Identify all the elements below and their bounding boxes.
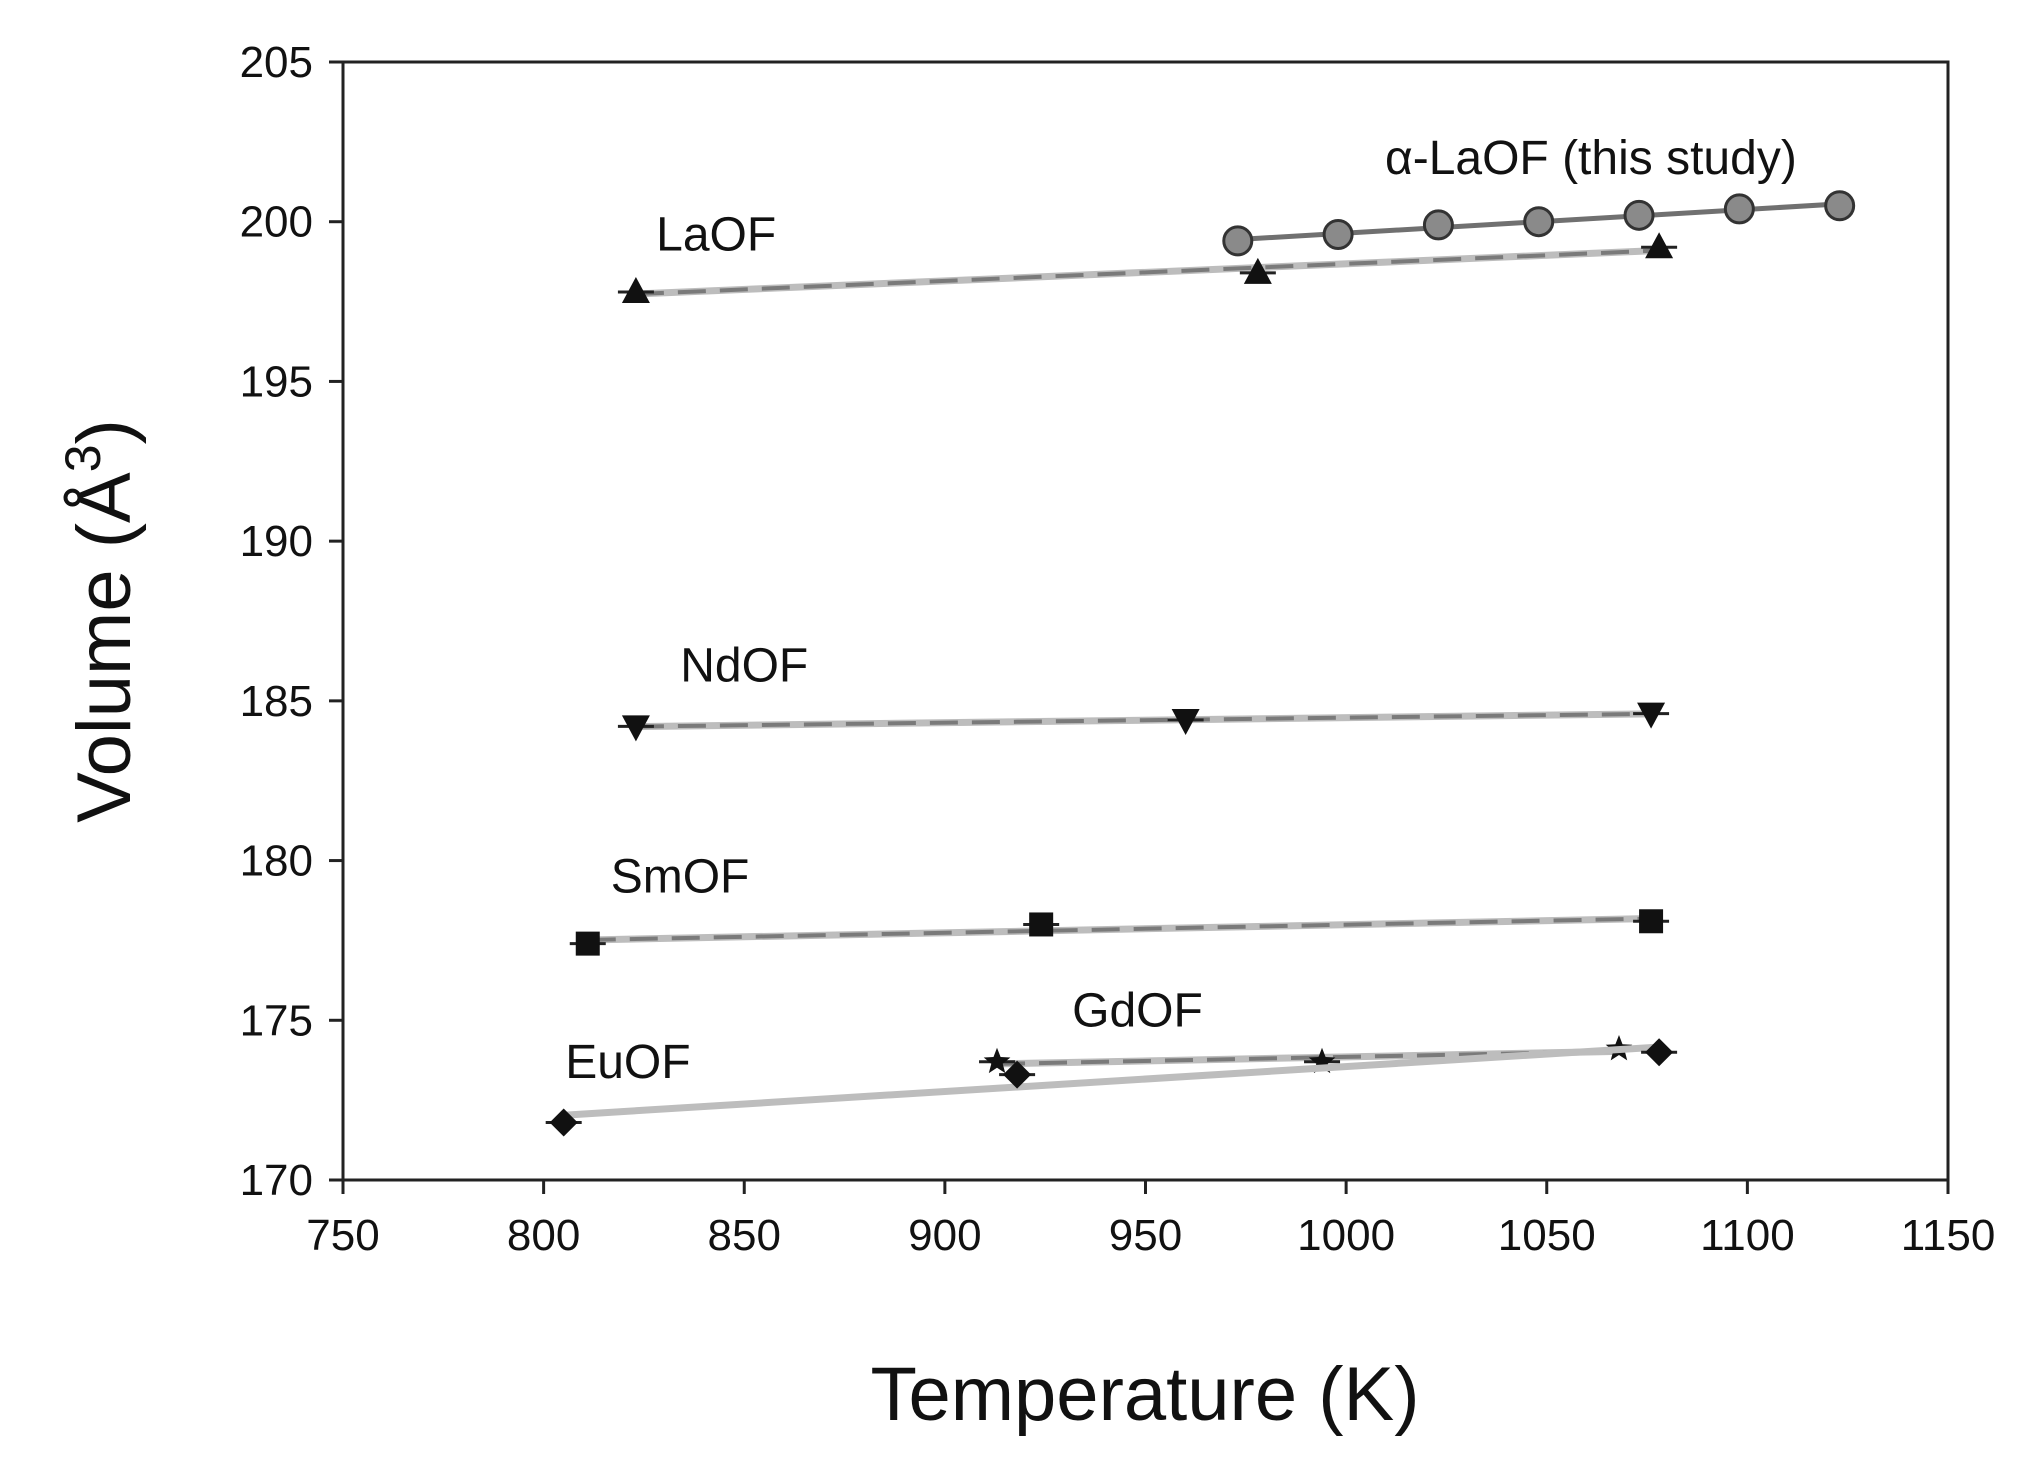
data-point [1723, 193, 1755, 225]
fit-line [587, 916, 1652, 942]
x-tick-label: 750 [306, 1211, 379, 1260]
y-axis-title-main: Volume (Å [62, 472, 147, 823]
data-point [1623, 199, 1655, 231]
data-point [1003, 1060, 1032, 1089]
data-point [1824, 190, 1856, 222]
series-label: α-LaOF (this study) [1385, 132, 1797, 185]
series-layer [545, 190, 1856, 1137]
series-label: LaOF [656, 208, 776, 261]
x-tick-label: 900 [908, 1211, 981, 1260]
y-axis-title-superscript: 3 [55, 444, 111, 472]
y-tick-label: 180 [240, 837, 313, 886]
x-axis-ticks: 750 800 850 900 950 1000 1050 1100 1150 [306, 1180, 1995, 1260]
data-point [1171, 709, 1200, 736]
x-tick-label: 1000 [1297, 1211, 1395, 1260]
y-axis-title-close: ) [62, 419, 147, 444]
data-point [1422, 209, 1454, 241]
x-axis-title: Temperature (K) [870, 1352, 1419, 1437]
data-point [1645, 232, 1674, 259]
series-laof-this-study [1222, 190, 1856, 257]
series-ndof [617, 702, 1670, 742]
series-label: EuOF [565, 1036, 690, 1089]
data-point [1645, 1038, 1674, 1067]
series-smof [569, 909, 1670, 956]
y-tick-label: 200 [240, 198, 313, 247]
x-tick-label: 850 [708, 1211, 781, 1260]
data-point [621, 715, 650, 742]
x-tick-label: 1150 [1901, 1211, 1996, 1260]
data-point [1639, 909, 1664, 934]
series-label: SmOF [611, 851, 750, 904]
x-tick-label: 950 [1109, 1211, 1182, 1260]
data-point [983, 1047, 1011, 1074]
series-euof [545, 1038, 1678, 1137]
y-axis-title: Volume (Å3) [55, 419, 147, 823]
fit-line [635, 711, 1652, 729]
data-point [1523, 206, 1555, 238]
data-point [1243, 257, 1272, 284]
y-tick-label: 170 [240, 1156, 313, 1205]
data-point [1222, 225, 1254, 257]
data-point [575, 931, 600, 956]
x-tick-label: 800 [507, 1211, 580, 1260]
y-axis-ticks: 170 175 180 185 190 195 200 205 [240, 38, 343, 1205]
fit-line [563, 1043, 1660, 1119]
data-point [1322, 218, 1354, 250]
x-tick-label: 1050 [1498, 1211, 1596, 1260]
y-tick-label: 205 [240, 38, 313, 87]
series-laof [617, 232, 1678, 303]
data-point [621, 276, 650, 303]
y-tick-label: 190 [240, 517, 313, 566]
fit-line [635, 248, 1660, 297]
series-label: GdOF [1072, 985, 1203, 1038]
y-tick-label: 195 [240, 357, 313, 406]
y-tick-label: 185 [240, 677, 313, 726]
data-point [1029, 912, 1054, 937]
data-point [1308, 1047, 1336, 1074]
y-tick-label: 175 [240, 996, 313, 1045]
annotation-layer: α-LaOF (this study) LaOF NdOF SmOF GdOF EuOF [565, 132, 1797, 1089]
data-point [1637, 702, 1666, 729]
data-point [549, 1108, 578, 1137]
series-label: NdOF [680, 640, 808, 693]
x-tick-label: 1100 [1700, 1211, 1795, 1260]
